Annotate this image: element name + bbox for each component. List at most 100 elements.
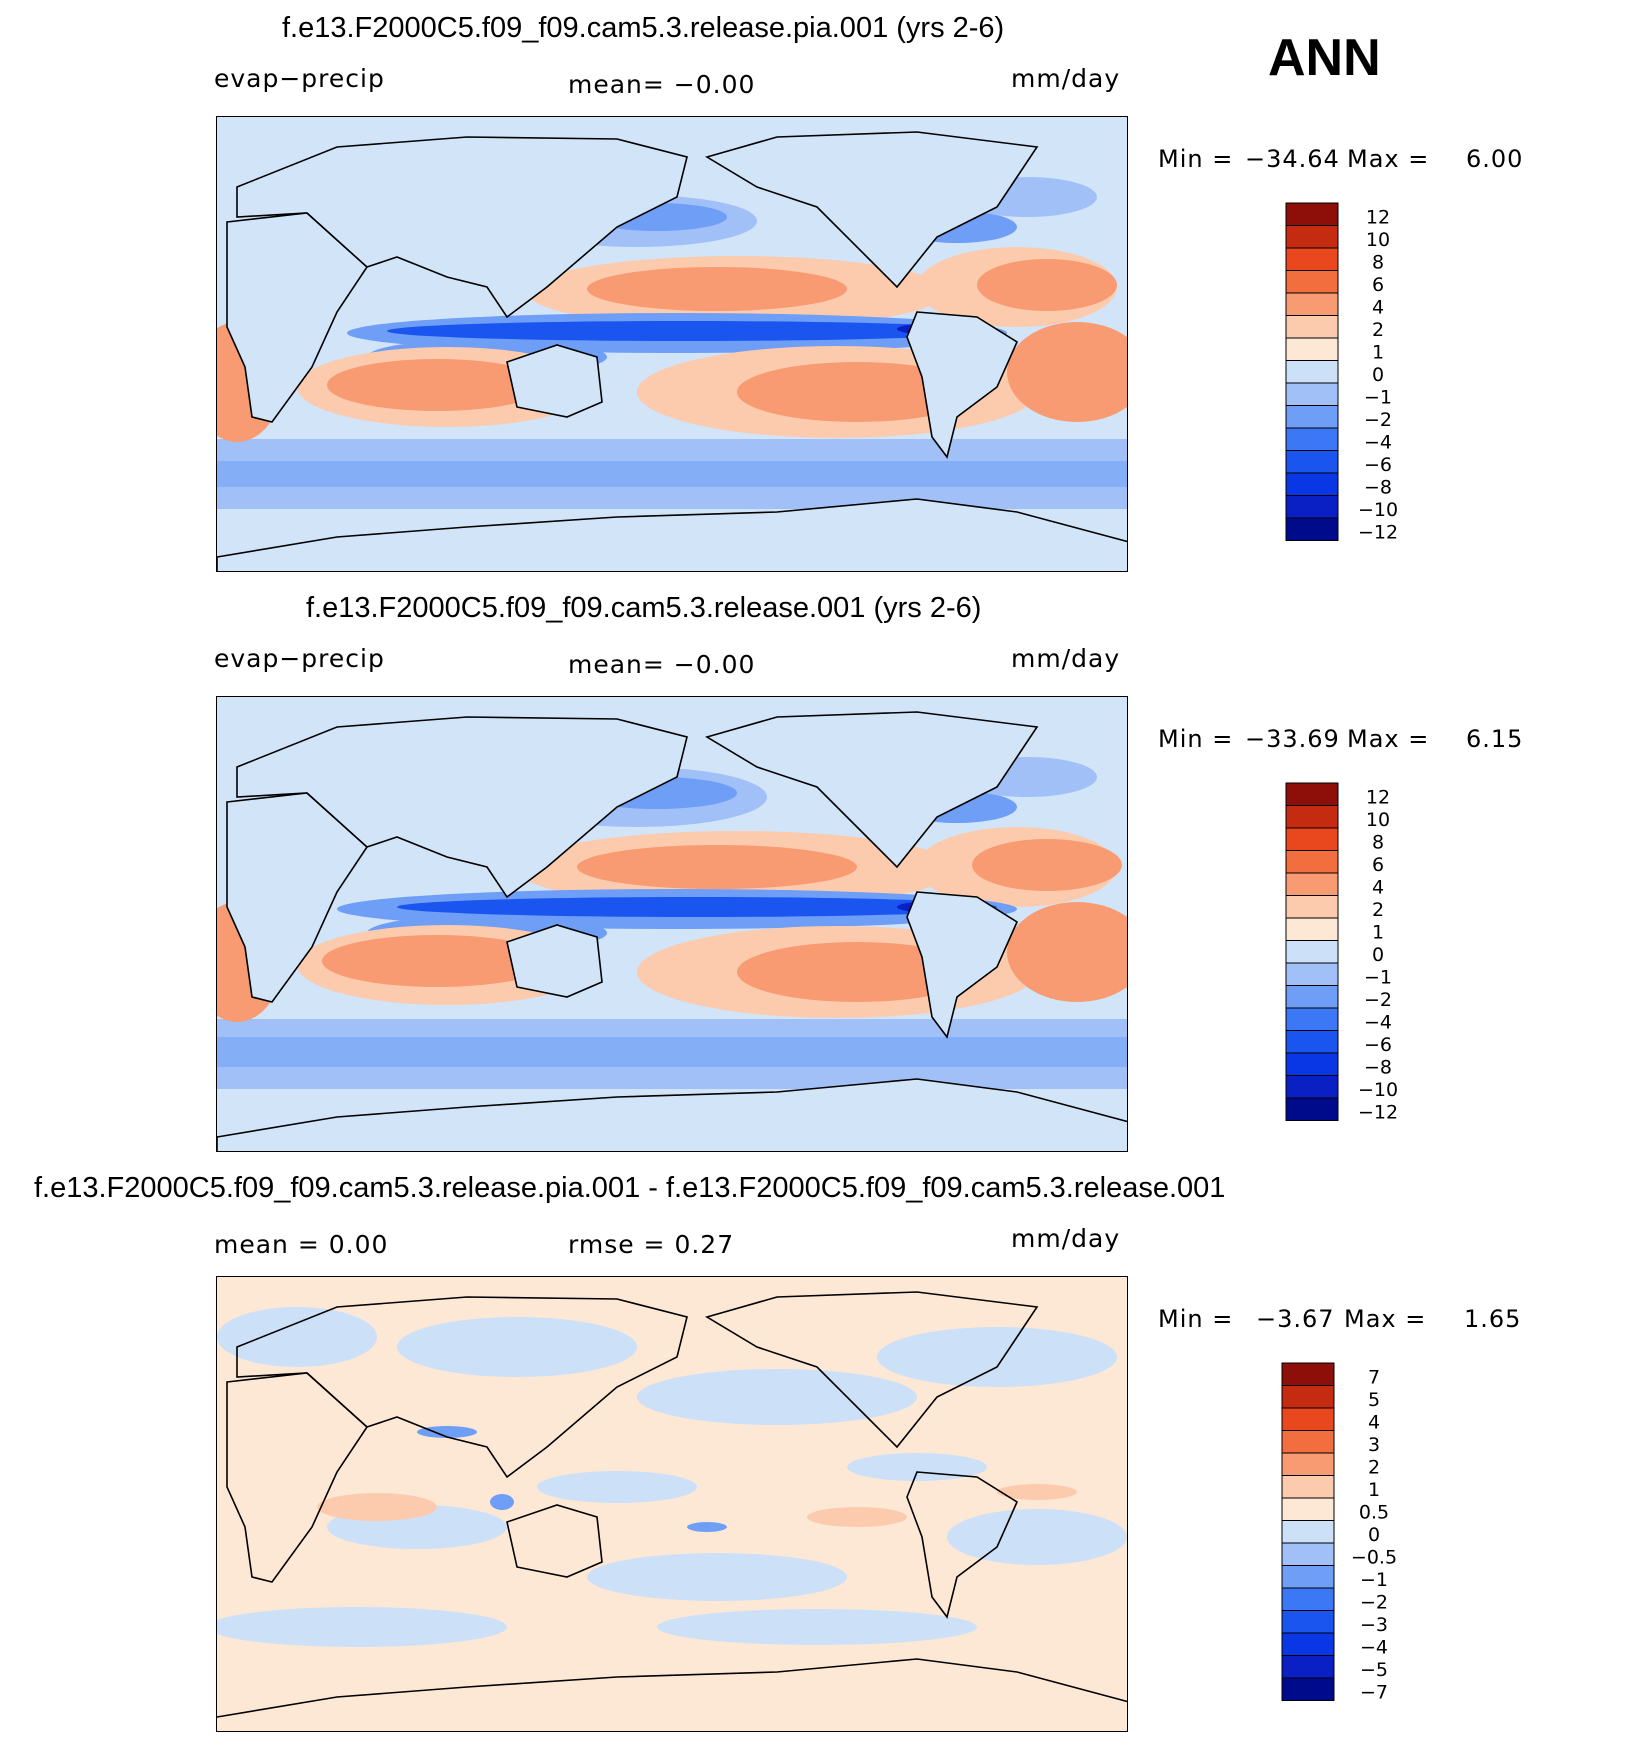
colorbar-level-label: 0 bbox=[1372, 364, 1384, 386]
panel-2-contour-field bbox=[217, 697, 1127, 1151]
panel-2-min-value: −33.69 bbox=[1245, 725, 1340, 753]
colorbar-level-label: −2 bbox=[1364, 409, 1392, 431]
colorbar-level-label: 4 bbox=[1368, 1412, 1380, 1434]
colorbar-box bbox=[1285, 450, 1339, 474]
panel-2-variable-label: evap−precip bbox=[214, 644, 385, 673]
colorbar-level-label: −7 bbox=[1360, 1682, 1388, 1704]
colorbar-level-label: 5 bbox=[1368, 1389, 1380, 1411]
panel-2-max-label: Max = bbox=[1347, 725, 1430, 753]
colorbar-box bbox=[1285, 472, 1339, 496]
colorbar-box bbox=[1285, 872, 1339, 896]
colorbar-level-label: −0.5 bbox=[1351, 1547, 1397, 1569]
colorbar-level-label: 1 bbox=[1372, 922, 1384, 944]
colorbar-level-label: 0 bbox=[1368, 1524, 1380, 1546]
colorbar-level-label: −4 bbox=[1364, 1012, 1392, 1034]
colorbar-level-label: 0.5 bbox=[1359, 1502, 1389, 1524]
panel-1-title: f.e13.F2000C5.f09_f09.cam5.3.release.pia… bbox=[282, 12, 1005, 44]
colorbar-box bbox=[1285, 917, 1339, 941]
colorbar-box bbox=[1285, 292, 1339, 316]
colorbar-level-label: −10 bbox=[1358, 499, 1398, 521]
colorbar-box bbox=[1285, 1052, 1339, 1076]
colorbar-box bbox=[1281, 1520, 1335, 1544]
colorbar-box bbox=[1285, 985, 1339, 1009]
panel-3-colorbar: 7 5 4 3 2 1 0.5 0 −0.5 −1 −2 −3 −4 −5 −7 bbox=[1281, 1362, 1422, 1728]
colorbar-box bbox=[1285, 405, 1339, 429]
colorbar-level-label: −1 bbox=[1360, 1569, 1388, 1591]
panel-2-mean-label: mean= −0.00 bbox=[568, 650, 756, 679]
panel-1-max-label: Max = bbox=[1347, 145, 1430, 173]
colorbar-box bbox=[1285, 337, 1339, 361]
colorbar-level-label: 3 bbox=[1368, 1434, 1380, 1456]
panel-3-map bbox=[216, 1276, 1128, 1732]
panel-1-map bbox=[216, 116, 1128, 572]
colorbar-box bbox=[1281, 1385, 1335, 1409]
colorbar-level-label: 7 bbox=[1368, 1367, 1380, 1389]
colorbar-level-label: 2 bbox=[1372, 319, 1384, 341]
colorbar-level-label: −8 bbox=[1364, 1057, 1392, 1079]
colorbar-level-label: 8 bbox=[1372, 252, 1384, 274]
colorbar-box bbox=[1285, 850, 1339, 874]
colorbar-box bbox=[1281, 1475, 1335, 1499]
panel-3-max-value: 1.65 bbox=[1464, 1305, 1522, 1333]
colorbar-box bbox=[1285, 827, 1339, 851]
colorbar-box bbox=[1285, 962, 1339, 986]
colorbar-box bbox=[1285, 940, 1339, 964]
colorbar-level-label: −6 bbox=[1364, 454, 1392, 476]
colorbar-box bbox=[1285, 517, 1339, 541]
colorbar-level-label: 0 bbox=[1372, 944, 1384, 966]
colorbar-box bbox=[1285, 782, 1339, 806]
panel-3-min-value: −3.67 bbox=[1256, 1305, 1335, 1333]
panel-1-min-value: −34.64 bbox=[1245, 145, 1340, 173]
panel-3-contour-field bbox=[217, 1277, 1127, 1731]
colorbar-level-label: −4 bbox=[1364, 432, 1392, 454]
colorbar-box bbox=[1281, 1610, 1335, 1634]
colorbar-level-label: 10 bbox=[1366, 809, 1390, 831]
colorbar-level-label: −3 bbox=[1360, 1614, 1388, 1636]
colorbar-level-label: 6 bbox=[1372, 854, 1384, 876]
season-label: ANN bbox=[1268, 29, 1381, 87]
panel-3-min-label: Min = bbox=[1158, 1305, 1234, 1333]
colorbar-box bbox=[1285, 1030, 1339, 1054]
colorbar-box bbox=[1285, 1007, 1339, 1031]
panel-3-title: f.e13.F2000C5.f09_f09.cam5.3.release.pia… bbox=[34, 1172, 1226, 1204]
colorbar-level-label: −12 bbox=[1358, 1102, 1398, 1124]
colorbar-box bbox=[1281, 1542, 1335, 1566]
colorbar-box bbox=[1281, 1655, 1335, 1679]
colorbar-level-label: 6 bbox=[1372, 274, 1384, 296]
colorbar-level-label: −4 bbox=[1360, 1637, 1388, 1659]
colorbar-level-label: −1 bbox=[1364, 967, 1392, 989]
colorbar-level-label: −2 bbox=[1364, 989, 1392, 1011]
colorbar-box bbox=[1281, 1587, 1335, 1611]
colorbar-box bbox=[1285, 495, 1339, 519]
colorbar-box bbox=[1285, 360, 1339, 384]
colorbar-box bbox=[1281, 1565, 1335, 1589]
colorbar-level-label: 1 bbox=[1368, 1479, 1380, 1501]
colorbar-box bbox=[1285, 270, 1339, 294]
panel-3-max-label: Max = bbox=[1344, 1305, 1427, 1333]
colorbar-level-label: 4 bbox=[1372, 877, 1384, 899]
colorbar-level-label: −10 bbox=[1358, 1079, 1398, 1101]
colorbar-level-label: −6 bbox=[1364, 1034, 1392, 1056]
panel-2-colorbar: 12 10 8 6 4 2 1 0 −1 −2 −4 −6 −8 −10 −12 bbox=[1285, 782, 1426, 1148]
colorbar-level-label: 10 bbox=[1366, 229, 1390, 251]
colorbar-box bbox=[1281, 1407, 1335, 1431]
panel-1-units-label: mm/day bbox=[1011, 64, 1121, 93]
colorbar-box bbox=[1285, 895, 1339, 919]
panel-3-rmse-label: rmse = 0.27 bbox=[568, 1230, 735, 1259]
colorbar-level-label: −2 bbox=[1360, 1592, 1388, 1614]
colorbar-level-label: 12 bbox=[1366, 787, 1390, 809]
colorbar-box bbox=[1285, 225, 1339, 249]
panel-2-min-label: Min = bbox=[1158, 725, 1234, 753]
panel-2-map bbox=[216, 696, 1128, 1152]
panel-2-units-label: mm/day bbox=[1011, 644, 1121, 673]
colorbar-level-label: 8 bbox=[1372, 832, 1384, 854]
colorbar-level-label: 12 bbox=[1366, 207, 1390, 229]
colorbar-level-label: 1 bbox=[1372, 342, 1384, 364]
panel-1-min-label: Min = bbox=[1158, 145, 1234, 173]
colorbar-box bbox=[1285, 382, 1339, 406]
colorbar-box bbox=[1285, 315, 1339, 339]
colorbar-box bbox=[1285, 427, 1339, 451]
panel-1-max-value: 6.00 bbox=[1466, 145, 1524, 173]
